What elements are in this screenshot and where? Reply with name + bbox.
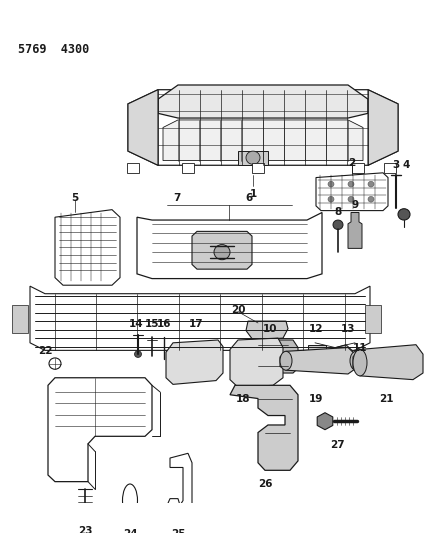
Polygon shape [384,164,396,173]
Polygon shape [128,90,398,165]
Text: 20: 20 [231,305,245,315]
Text: 21: 21 [379,393,393,403]
Text: 10: 10 [263,324,277,334]
Text: 26: 26 [258,480,272,489]
Text: 4: 4 [402,160,410,170]
Ellipse shape [280,351,292,370]
Circle shape [398,209,410,220]
Circle shape [328,181,334,187]
Text: 3: 3 [392,160,400,170]
Circle shape [80,513,90,522]
Polygon shape [137,213,322,279]
Polygon shape [230,385,298,470]
Text: 8: 8 [334,207,342,216]
Text: 13: 13 [341,324,355,334]
Text: 9: 9 [351,200,359,210]
Text: 24: 24 [123,529,137,533]
Polygon shape [252,164,264,173]
Polygon shape [182,164,194,173]
Polygon shape [243,340,298,373]
Text: 5: 5 [71,193,79,203]
Polygon shape [158,85,368,118]
Text: 6: 6 [245,193,253,203]
Text: 11: 11 [353,343,367,352]
Circle shape [368,197,374,202]
Circle shape [246,151,260,164]
Text: 5769  4300: 5769 4300 [18,43,89,55]
Polygon shape [368,90,398,165]
Polygon shape [353,345,423,379]
Polygon shape [316,173,388,211]
Circle shape [333,220,343,230]
Circle shape [328,197,334,202]
Polygon shape [246,321,288,340]
Circle shape [368,181,374,187]
Polygon shape [317,413,333,430]
Polygon shape [365,305,381,333]
Text: 27: 27 [330,440,344,450]
Text: 25: 25 [171,529,185,533]
Text: 17: 17 [189,319,203,329]
Text: 22: 22 [38,346,52,357]
Text: 7: 7 [173,193,181,203]
Text: 2: 2 [348,158,356,168]
Circle shape [214,245,230,260]
Text: 18: 18 [236,393,250,403]
Polygon shape [163,120,363,160]
Text: 14: 14 [129,319,143,329]
Polygon shape [12,305,28,333]
Text: 15: 15 [145,319,159,329]
Circle shape [134,351,142,358]
Circle shape [348,181,354,187]
Polygon shape [238,151,268,165]
Text: 19: 19 [309,393,323,403]
Polygon shape [280,348,356,374]
Text: 1: 1 [250,189,257,199]
Text: 23: 23 [78,526,92,533]
Polygon shape [55,209,120,285]
Polygon shape [166,340,223,384]
Polygon shape [352,164,364,173]
Polygon shape [336,345,353,366]
Text: 16: 16 [157,319,171,329]
Polygon shape [230,338,283,387]
Circle shape [348,197,354,202]
Text: 12: 12 [309,324,323,334]
Circle shape [49,358,61,369]
Polygon shape [165,453,192,518]
Ellipse shape [122,484,137,517]
Ellipse shape [350,351,362,370]
Polygon shape [348,213,362,248]
Polygon shape [30,286,370,350]
Polygon shape [127,164,139,173]
Polygon shape [192,231,252,269]
Ellipse shape [353,350,367,376]
Bar [308,345,326,371]
Polygon shape [128,90,158,165]
Polygon shape [48,378,152,482]
